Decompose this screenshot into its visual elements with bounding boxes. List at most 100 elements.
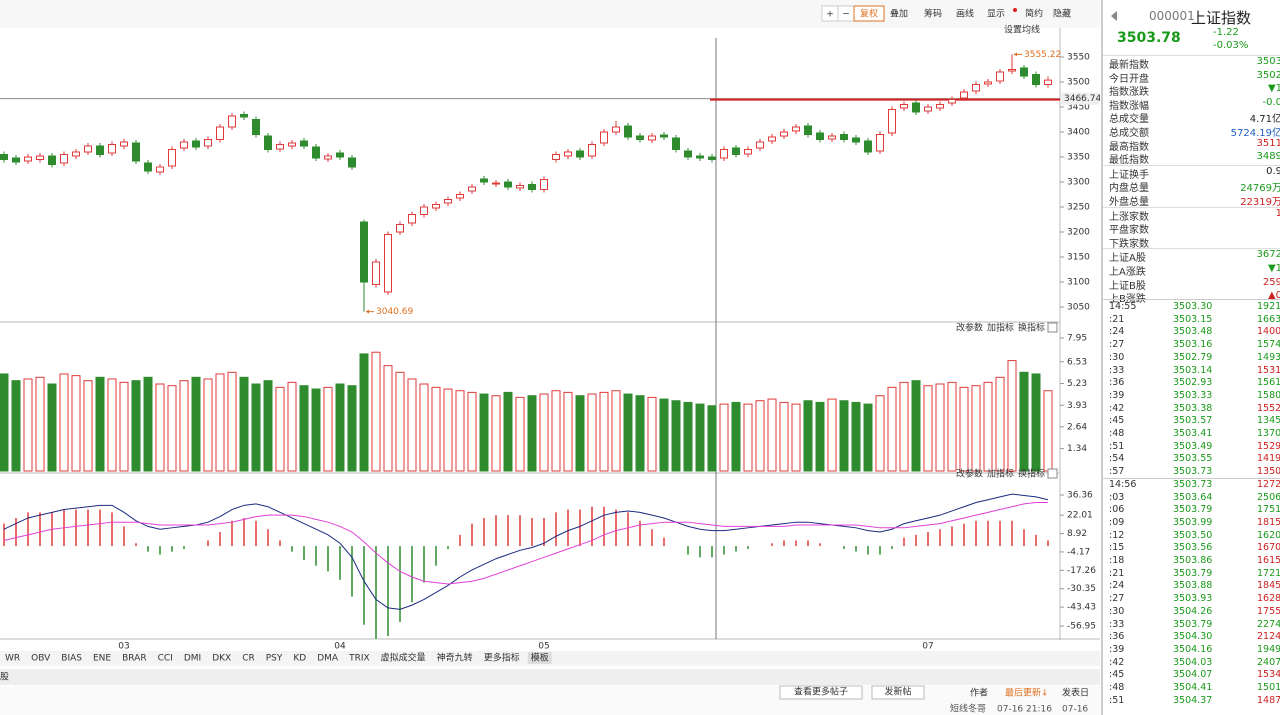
trade-price: 3503.79 [1173, 504, 1213, 516]
quote-value: 24769万 [1240, 183, 1280, 195]
column-header[interactable]: 发表日 [1062, 687, 1089, 699]
trade-time: :42 [1109, 656, 1125, 668]
volume-bar [479, 393, 489, 472]
indicator-tab[interactable]: KD [293, 654, 306, 664]
y-tick-label: 3150 [1067, 253, 1090, 263]
indicator-tab[interactable]: WR [5, 654, 20, 664]
indicator-tab[interactable]: CR [242, 654, 255, 664]
indicator-tab[interactable]: BRAR [122, 654, 146, 664]
separator [1103, 477, 1280, 479]
trade-time: :27 [1109, 339, 1125, 351]
toolbar-button[interactable]: 叠加 [890, 9, 908, 20]
indicator-tab[interactable]: OBV [31, 654, 51, 664]
indicator-button[interactable]: 改参数 [956, 322, 983, 334]
candle-body [768, 136, 776, 142]
volume-bar [35, 376, 45, 472]
indicator-tab[interactable]: BIAS [61, 654, 82, 664]
indicator-button[interactable]: 换指标 [1018, 322, 1045, 334]
trade-volume: 13506 [1257, 466, 1280, 478]
trade-volume: 25064 [1257, 491, 1280, 503]
candle-body [252, 119, 260, 135]
toolbar-button[interactable]: 画线 [956, 8, 974, 20]
trade-time: :33 [1109, 364, 1125, 376]
volume-bar [0, 373, 9, 472]
column-header[interactable]: 作者 [970, 687, 988, 699]
volume-bar [1031, 373, 1041, 472]
indicator-button[interactable]: 换指标 [1018, 468, 1045, 480]
volume-bar [203, 378, 213, 472]
close-button[interactable] [1047, 468, 1058, 479]
separator [1103, 206, 1280, 208]
indicator-tab[interactable]: DMA [317, 654, 339, 664]
volume-bar [887, 386, 897, 472]
quote-value: 1 [1276, 208, 1280, 219]
indicator-tab[interactable]: PSY [266, 654, 283, 664]
candle-body [840, 134, 848, 140]
toolbar-button[interactable]: 显示 [987, 9, 1005, 20]
volume-bar [983, 381, 993, 472]
indicator-tab[interactable]: DKX [212, 654, 231, 664]
quote-panel: 000001 上证指数 3503.78 -1.22 -0.03% 最新指数 3503 今日开盘… [1101, 0, 1280, 715]
indicator-tab[interactable]: CCI [158, 654, 173, 664]
toolbar-button[interactable]: 筹码 [924, 8, 942, 20]
candle-body [672, 137, 680, 150]
footer-button[interactable]: 发新帖 [884, 686, 911, 698]
ma-setting[interactable]: 设置均线 [1004, 24, 1040, 36]
trade-time: :12 [1109, 529, 1125, 541]
trade-volume: 18156 [1257, 516, 1280, 528]
volume-bar [431, 386, 441, 472]
toolbar-button[interactable]: 复权 [860, 8, 878, 20]
footer-button-frame[interactable] [779, 685, 863, 700]
volume-bar [47, 383, 57, 472]
volume-bar [95, 376, 105, 472]
quote-label: 上证B股 [1109, 280, 1146, 292]
toolbar-button[interactable]: 简约 [1025, 8, 1043, 20]
candle-body [540, 179, 548, 190]
trade-price: 3504.03 [1173, 656, 1213, 668]
separator [1103, 248, 1280, 250]
indicator-tab[interactable]: 更多指标 [484, 652, 520, 664]
footer-button-frame[interactable] [871, 685, 925, 700]
indicator-tab[interactable]: 神奇九转 [437, 652, 473, 664]
trade-time: :45 [1109, 669, 1125, 681]
indicator-button[interactable]: 加指标 [987, 322, 1014, 334]
indicator-tab[interactable]: DMI [184, 654, 201, 664]
volume-bar [167, 385, 177, 472]
indicator-tab[interactable]: TRIX [348, 654, 370, 664]
volume-bar [803, 400, 813, 472]
indicator-tab[interactable]: 模板 [531, 652, 549, 664]
quote-value: 3502 [1256, 69, 1280, 81]
quote-label: 内盘总量 [1109, 183, 1149, 195]
indicator-tab[interactable]: ENE [93, 654, 111, 664]
toolbar-button[interactable]: − [842, 10, 850, 20]
candle-body [612, 126, 620, 133]
trade-price: 3504.37 [1173, 694, 1213, 706]
footer-button[interactable]: 查看更多帖子 [794, 686, 848, 698]
column-header[interactable]: 最后更新↓ [1005, 687, 1049, 699]
indicator-button[interactable]: 改参数 [956, 468, 983, 480]
indicator-tab[interactable]: 虚拟成交量 [381, 652, 426, 664]
candle-body [72, 151, 80, 157]
volume-bar [587, 393, 597, 472]
volume-bar [215, 373, 225, 472]
separator [1103, 164, 1280, 166]
quote-label: 下跌家数 [1109, 238, 1149, 250]
trade-volume: 15294 [1257, 440, 1280, 452]
candle-body [156, 166, 164, 173]
close-button[interactable] [1047, 322, 1058, 333]
volume-bar [275, 386, 285, 472]
quote-value: 22319万 [1240, 197, 1280, 208]
toolbar-button[interactable]: 隐藏 [1053, 8, 1071, 20]
indicator-button[interactable]: 加指标 [987, 468, 1014, 480]
back-arrow[interactable] [1111, 11, 1117, 21]
volume-bar [311, 388, 321, 472]
toolbar-button[interactable]: + [826, 10, 834, 20]
trade-price: 3504.41 [1173, 682, 1213, 693]
candle-body [936, 104, 944, 109]
quote-label: 总成交额 [1109, 128, 1149, 139]
trade-volume: 16709 [1257, 542, 1280, 554]
y-tick-label: 3250 [1067, 203, 1090, 213]
candle-body [456, 194, 464, 199]
y-tick-label: 3400 [1067, 128, 1090, 138]
trade-price: 3503.38 [1173, 402, 1213, 414]
